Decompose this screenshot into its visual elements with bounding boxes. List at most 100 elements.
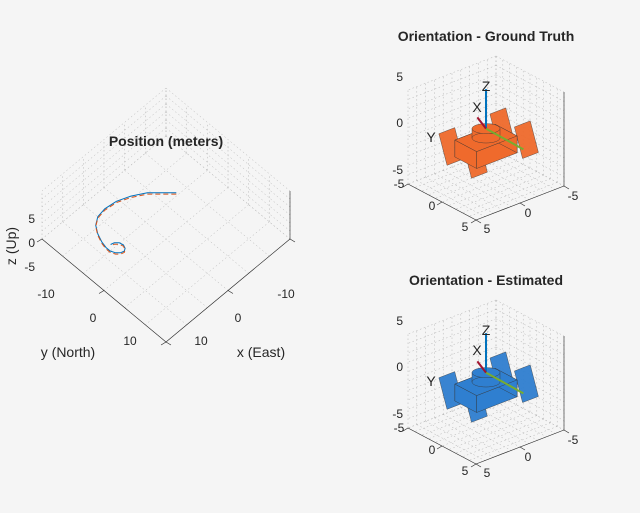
position-x-tick: 10 <box>194 334 208 348</box>
est-tick-mark <box>519 446 526 451</box>
gt-gridline <box>495 83 565 121</box>
position-gridline <box>145 221 270 326</box>
position-y-tick: -10 <box>37 287 55 301</box>
ground-truth-title: Orientation - Ground Truth <box>398 28 575 44</box>
estimated-axes <box>402 299 570 468</box>
est-gridline <box>495 327 565 365</box>
estimated-y-tick: 5 <box>462 464 469 478</box>
position-gridline <box>41 103 167 208</box>
est-wheel <box>514 364 539 403</box>
gt-gridline <box>495 102 565 140</box>
ground-truth-y-tick: 5 <box>462 220 469 234</box>
ground-truth-z-tick: 5 <box>396 70 403 84</box>
gt-tick-mark <box>470 219 477 224</box>
gt-gridline <box>434 173 503 211</box>
estimated-x-tick: -5 <box>568 433 579 447</box>
position-gridline <box>103 187 229 291</box>
estimated-x-tick: 0 <box>525 450 532 464</box>
position-z-tick: 5 <box>28 212 35 226</box>
ground-truth-z-tick: 0 <box>396 116 403 130</box>
est-gridline <box>451 410 521 448</box>
est-gridline <box>495 299 565 337</box>
position-z-tick: -5 <box>24 260 35 274</box>
position-z-tick: 0 <box>28 236 35 250</box>
position-y-tick: 10 <box>123 334 137 348</box>
estimated-title: Orientation - Estimated <box>409 272 563 288</box>
est-gridline <box>425 420 494 458</box>
est-tick-mark <box>563 429 570 434</box>
estimated-box-edges <box>402 336 570 468</box>
estimated-z-axis-label: Z <box>482 322 491 338</box>
ground-truth-y-tick: 0 <box>429 199 436 213</box>
est-tick-mark <box>470 463 477 468</box>
est-tick-mark <box>402 427 409 432</box>
position-tick-mark <box>160 341 167 346</box>
estimated-z-tick: 0 <box>396 360 403 374</box>
position-tick-mark <box>289 238 296 243</box>
gt-wheel <box>514 120 539 159</box>
gt-tick-mark <box>436 201 443 206</box>
est-tick-mark <box>436 445 443 450</box>
est-gridline <box>443 414 512 451</box>
position-gridline <box>165 111 291 216</box>
gt-tick-mark <box>563 185 570 190</box>
position-gridline <box>41 87 167 192</box>
position-x-tick: 0 <box>235 311 242 325</box>
position-gridline <box>83 170 208 274</box>
position-gridline <box>41 111 167 216</box>
est-gridline <box>416 424 485 461</box>
ground-truth-x-tick: 5 <box>484 222 491 236</box>
position-gridline <box>41 95 167 200</box>
position-x-tick: -10 <box>277 287 295 301</box>
position-series-0-line <box>95 192 177 254</box>
position-gridline <box>145 152 270 257</box>
ground-truth-y-tick: -5 <box>394 177 405 191</box>
gt-gridline <box>495 93 565 130</box>
position-gridline <box>165 87 291 192</box>
position-tick-mark <box>227 290 234 294</box>
position-gridline <box>62 152 187 257</box>
estimated-z-tick: -5 <box>392 407 403 421</box>
position-title: Position (meters) <box>109 133 223 149</box>
estimated-y-axis-label: Y <box>426 373 436 389</box>
estimated-z-tick: 5 <box>396 314 403 328</box>
position-y-label: y (North) <box>41 344 95 360</box>
position-series <box>95 192 177 255</box>
gt-gridline <box>416 180 485 217</box>
ground-truth-frame-axes <box>476 89 524 151</box>
position-series-1-line <box>95 193 177 255</box>
estimated-frame-axes <box>476 333 524 395</box>
ground-truth-box-edges <box>402 92 570 224</box>
gt-gridline <box>451 166 521 204</box>
position-gridline <box>83 204 208 308</box>
est-frame-x-axis <box>476 360 487 374</box>
gt-gridline <box>495 55 565 93</box>
gt-frame-x-axis <box>476 116 487 130</box>
ground-truth-y-axis-label: Y <box>426 129 436 145</box>
position-tick-mark <box>36 238 43 243</box>
ground-truth-axes <box>402 55 570 224</box>
position-gridline <box>62 221 187 326</box>
position-axes <box>36 87 296 346</box>
gt-frame-y-axis <box>485 127 524 151</box>
gt-tick-mark <box>519 202 526 207</box>
gt-gridline <box>425 176 494 214</box>
gt-gridline <box>495 65 565 102</box>
est-gridline <box>495 318 565 356</box>
gt-gridline <box>443 170 512 207</box>
ground-truth-x-tick: 0 <box>525 206 532 220</box>
position-box-edges <box>36 191 296 346</box>
position-tick-mark <box>165 341 172 346</box>
position-tick-mark <box>98 290 105 294</box>
position-z-label: z (Up) <box>3 227 19 265</box>
position-gridline <box>165 103 291 208</box>
est-gridline <box>495 346 565 384</box>
position-y-tick: 0 <box>90 311 97 325</box>
estimated-y-tick: -5 <box>394 421 405 435</box>
gt-gridline <box>495 74 565 112</box>
position-gridline <box>124 170 249 274</box>
est-tick-mark <box>475 463 482 468</box>
position-x-label: x (East) <box>237 344 285 360</box>
